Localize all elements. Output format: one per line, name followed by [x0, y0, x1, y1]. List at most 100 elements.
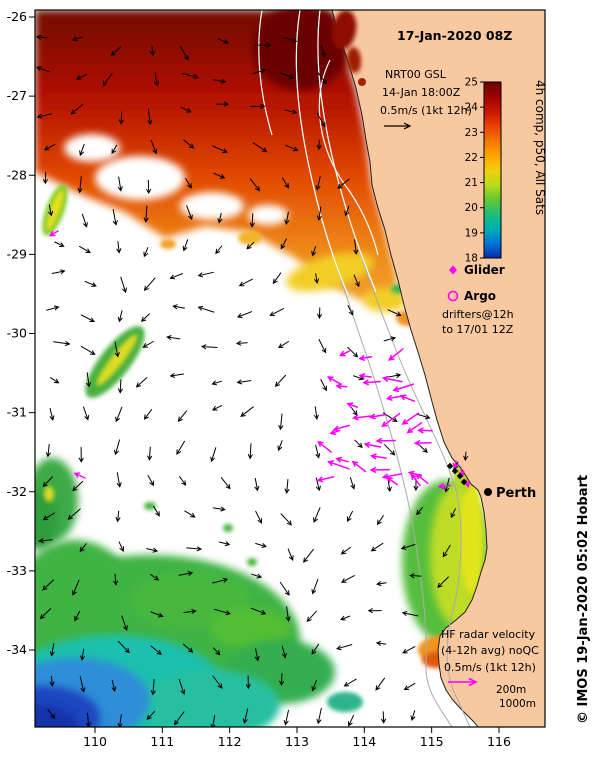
contour-white-north: [295, 10, 349, 296]
drifter-arrow: [437, 483, 451, 490]
current-vector-arrow: [287, 548, 294, 561]
current-vector-arrow: [75, 73, 87, 80]
drifter-arrow: [452, 460, 459, 470]
y-axis-tick-label: -26: [7, 9, 27, 24]
current-vector-arrow: [183, 139, 195, 149]
current-vector-arrow: [67, 508, 81, 520]
drifter-arrow: [464, 479, 470, 489]
current-vector-arrow: [215, 245, 223, 255]
current-vector-arrow: [387, 309, 402, 317]
glider-diamond: [460, 478, 468, 486]
current-vector-arrow: [315, 477, 321, 492]
current-vector-arrow: [45, 443, 51, 458]
current-vector-arrow: [250, 103, 266, 109]
sst-yellow-fringe: [363, 288, 407, 312]
current-vector-arrow: [135, 377, 148, 388]
glider-diamond: [451, 467, 459, 475]
current-vector-arrow: [210, 447, 217, 463]
hf-radar-line1: HF radar velocity: [441, 628, 536, 641]
current-vector-arrow: [318, 339, 327, 354]
current-vector-arrow: [255, 543, 267, 548]
current-vector-arrow: [410, 710, 416, 722]
current-vector-arrow: [79, 245, 91, 254]
y-axis-tick-label: -33: [7, 563, 27, 578]
current-vector-arrow: [252, 142, 268, 153]
sst-speck: [223, 524, 233, 532]
current-vector-arrow: [116, 472, 122, 488]
current-vector-arrow: [186, 205, 193, 221]
current-vector-arrow: [54, 241, 65, 247]
current-vector-arrow: [400, 544, 416, 550]
current-vector-arrow: [80, 345, 96, 355]
vector-field: [35, 34, 469, 727]
current-vector-arrow: [115, 510, 121, 523]
current-vector-arrow: [272, 272, 282, 285]
current-vector-arrow: [71, 36, 83, 42]
current-vector-arrow: [197, 271, 214, 278]
current-vector-arrow: [315, 175, 321, 191]
current-vector-arrow: [354, 439, 363, 449]
current-vector-arrow: [279, 673, 285, 687]
current-vector-arrow: [212, 577, 229, 584]
current-vector-arrow: [169, 373, 185, 378]
drifter-arrow: [369, 453, 387, 460]
contour-label-200m: 200m: [496, 684, 526, 696]
drifter-arrow: [316, 476, 335, 483]
current-vector-arrow: [166, 335, 181, 340]
current-vector-arrow: [74, 611, 80, 622]
current-vector-arrow: [72, 579, 80, 596]
current-vector-arrow: [220, 477, 231, 490]
current-vector-arrow: [247, 443, 253, 460]
current-vector-arrow: [251, 607, 267, 615]
annotations: 17-Jan-2020 08Z NRT00 GSL 14-Jan 18:00Z …: [380, 28, 539, 710]
current-vector-arrow: [184, 510, 196, 518]
current-vector-arrow: [42, 476, 53, 488]
drifter-arrow: [358, 355, 373, 361]
current-vector-arrow: [416, 506, 423, 516]
colorbar-tick-label: 22: [465, 152, 478, 164]
current-vector-arrow: [383, 336, 397, 342]
drifter-arrow: [413, 440, 432, 447]
x-axis-tick-label: 112: [218, 734, 242, 749]
current-vector-arrow: [150, 45, 155, 57]
current-vector-arrow: [117, 379, 123, 394]
drifter-arrow: [48, 230, 59, 237]
sst-streak: [96, 334, 138, 386]
drifter-arrow: [73, 472, 86, 479]
current-vector-arrow: [314, 273, 319, 284]
current-vector-arrow: [340, 546, 351, 555]
current-vector-arrow: [376, 581, 387, 586]
current-vector-arrow: [114, 439, 120, 456]
shark-bay-water: [358, 78, 366, 86]
sst-gap: [95, 156, 185, 200]
current-vector-arrow: [388, 373, 402, 378]
current-vector-arrow: [39, 608, 52, 620]
sst-sliver: [46, 189, 64, 231]
current-vector-arrow: [280, 72, 295, 80]
current-vector-arrow: [306, 610, 317, 622]
current-vector-arrow: [213, 647, 221, 656]
current-vector-arrow: [42, 579, 54, 591]
product-valid: 14-Jan 18:00Z: [382, 86, 461, 99]
colorbar-tick-label: 19: [465, 227, 478, 239]
drifter-arrow: [335, 456, 349, 463]
sst-speck: [44, 486, 54, 502]
current-vector-arrow: [281, 645, 287, 659]
current-vector-arrow: [49, 407, 55, 421]
drifter-arrow: [406, 422, 423, 434]
current-vector-arrow: [367, 608, 382, 614]
colorbar-tick-label: 24: [465, 102, 479, 114]
current-vector-arrow: [348, 714, 355, 727]
current-vector-arrow: [48, 204, 54, 217]
current-vector-arrow: [201, 344, 218, 350]
current-vector-arrow: [279, 581, 290, 596]
current-vector-arrow: [146, 547, 159, 553]
drifter-arrow: [346, 402, 359, 408]
current-vector-arrow: [284, 479, 290, 494]
current-vector-arrow: [285, 144, 299, 152]
current-vector-arrow: [116, 241, 122, 254]
current-vector-arrow: [313, 406, 319, 420]
sst-cool-region: [140, 670, 280, 727]
current-vector-arrow: [317, 307, 322, 320]
current-vector-arrow: [35, 34, 48, 40]
